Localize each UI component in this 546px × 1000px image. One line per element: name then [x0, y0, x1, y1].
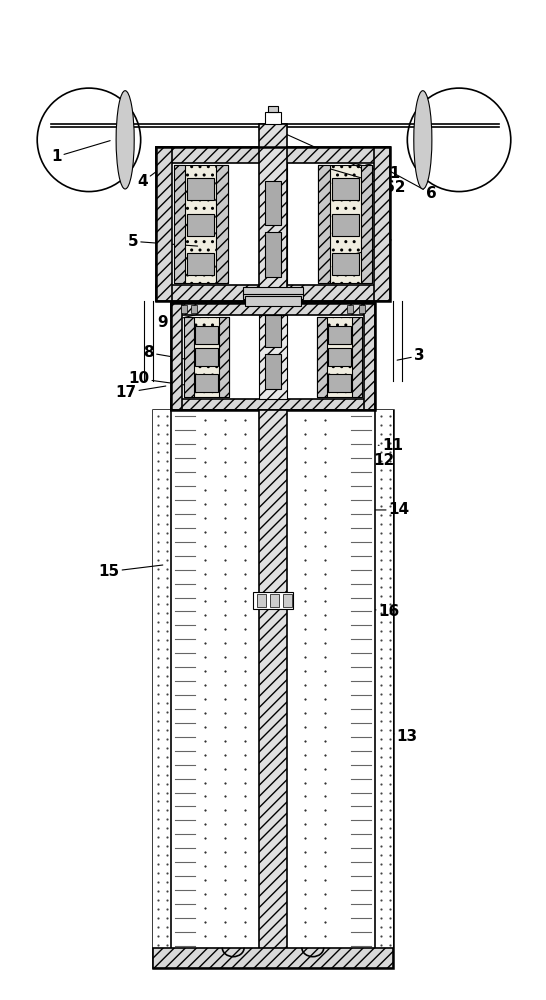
Text: 13: 13: [393, 729, 418, 744]
Bar: [332, 253, 359, 275]
Bar: [170, 303, 376, 410]
Bar: [174, 165, 228, 283]
Bar: [259, 315, 287, 399]
Bar: [270, 594, 279, 607]
Bar: [364, 303, 376, 410]
Bar: [170, 303, 376, 315]
Bar: [153, 410, 393, 968]
Bar: [317, 317, 327, 397]
Bar: [174, 165, 186, 283]
Bar: [360, 165, 372, 283]
Bar: [283, 594, 292, 607]
Text: 2: 2: [283, 133, 375, 179]
Bar: [195, 374, 218, 392]
Bar: [332, 178, 359, 200]
Bar: [328, 374, 351, 392]
Bar: [219, 317, 229, 397]
Bar: [170, 303, 182, 410]
Text: 1: 1: [51, 141, 110, 164]
Text: 12: 12: [290, 453, 395, 468]
Bar: [268, 106, 278, 112]
Ellipse shape: [407, 88, 511, 192]
Text: 17: 17: [115, 385, 166, 400]
Text: 9: 9: [157, 300, 257, 330]
Text: 7: 7: [347, 239, 393, 256]
Bar: [259, 163, 287, 285]
Text: 62: 62: [325, 167, 405, 195]
Bar: [257, 594, 266, 607]
Text: 6: 6: [375, 163, 437, 201]
Bar: [185, 317, 194, 397]
Text: 61: 61: [325, 155, 400, 181]
Bar: [265, 112, 281, 124]
Text: 14: 14: [373, 502, 410, 517]
Text: 10: 10: [128, 371, 187, 386]
Bar: [359, 305, 365, 313]
Bar: [192, 305, 198, 313]
Bar: [185, 317, 229, 397]
Text: 16: 16: [296, 601, 400, 619]
Bar: [153, 410, 170, 968]
Bar: [328, 348, 351, 366]
Bar: [156, 147, 171, 301]
Text: 3: 3: [397, 348, 425, 363]
Bar: [332, 214, 359, 236]
Bar: [253, 592, 293, 609]
Bar: [259, 301, 287, 303]
Bar: [352, 317, 361, 397]
Bar: [318, 165, 372, 283]
Bar: [187, 178, 214, 200]
Ellipse shape: [37, 88, 141, 192]
Bar: [156, 147, 390, 301]
Bar: [375, 147, 390, 301]
Bar: [216, 165, 228, 283]
Bar: [170, 399, 376, 410]
Bar: [265, 232, 281, 277]
Bar: [187, 253, 214, 275]
Bar: [243, 287, 303, 299]
Text: 11: 11: [378, 438, 403, 453]
Bar: [245, 296, 301, 306]
Bar: [318, 165, 330, 283]
Bar: [156, 147, 390, 163]
Text: 15: 15: [98, 564, 163, 579]
Text: 5: 5: [127, 234, 198, 249]
Bar: [376, 410, 393, 968]
Text: 8: 8: [143, 345, 204, 362]
Bar: [265, 354, 281, 389]
Bar: [170, 410, 376, 950]
Bar: [181, 305, 187, 313]
Bar: [195, 326, 218, 344]
Bar: [187, 214, 214, 236]
Text: 4: 4: [138, 155, 178, 189]
Bar: [328, 326, 351, 344]
Bar: [265, 315, 281, 347]
Bar: [317, 317, 361, 397]
Bar: [156, 285, 390, 301]
Bar: [153, 948, 393, 968]
Bar: [259, 124, 287, 306]
Bar: [195, 348, 218, 366]
Ellipse shape: [116, 91, 134, 189]
Bar: [259, 410, 287, 950]
Ellipse shape: [414, 91, 432, 189]
Bar: [347, 305, 353, 313]
Bar: [265, 181, 281, 225]
